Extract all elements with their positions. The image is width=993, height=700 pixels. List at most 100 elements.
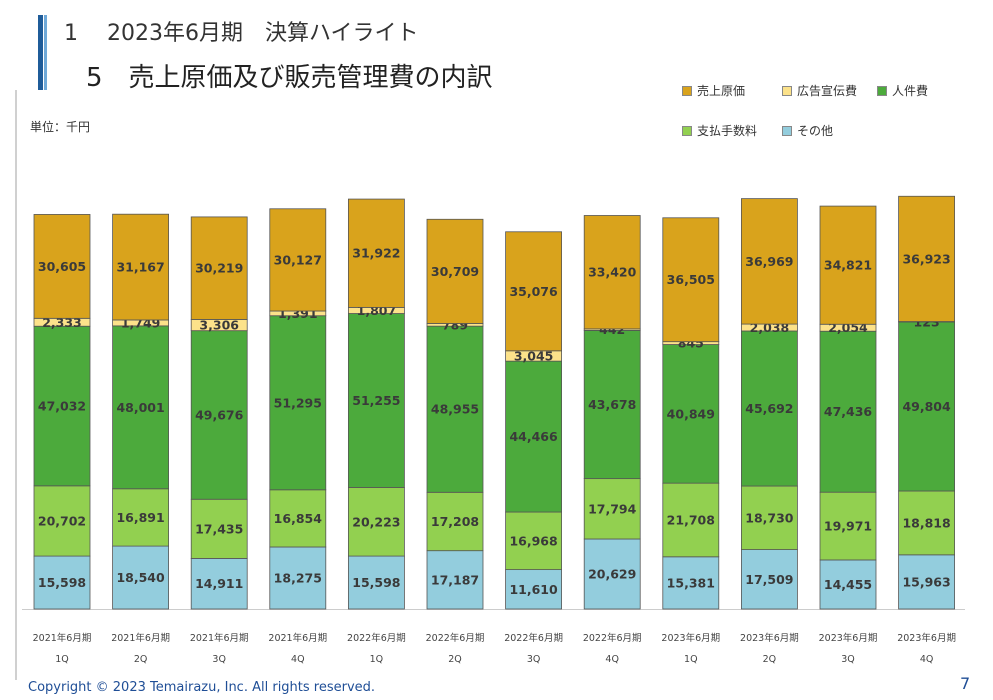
data-label-fees: 20,223: [352, 514, 400, 529]
left-rule: [15, 90, 17, 680]
bar-segment-cogs: [426, 218, 484, 324]
bar-segment-other: [662, 556, 720, 610]
x-tick-label-fiscal-year: 2021年6月期: [190, 632, 249, 644]
data-label-personnel: 45,692: [745, 401, 793, 416]
data-label-fees: 18,818: [902, 515, 950, 530]
x-tick-label-fiscal-year: 2023年6月期: [740, 632, 799, 644]
data-label-fees: 16,968: [509, 533, 557, 548]
data-label-cogs: 36,969: [745, 254, 793, 269]
data-label-other: 17,509: [745, 572, 793, 587]
bar-segment-other: [898, 554, 955, 610]
bar-segment-cogs: [741, 198, 798, 325]
data-label-cogs: 36,505: [667, 272, 715, 287]
data-label-personnel: 51,295: [274, 395, 322, 410]
data-label-other: 15,381: [667, 575, 715, 590]
data-label-fees: 20,702: [38, 513, 86, 528]
data-label-fees: 18,730: [745, 510, 794, 525]
legend-item-ads: 広告宣伝費: [782, 82, 857, 99]
bar-segment-personnel: [190, 330, 248, 500]
data-label-other: 15,598: [38, 575, 86, 590]
legend-swatch-fees: [682, 125, 692, 136]
data-label-personnel: 48,001: [116, 400, 164, 415]
bar-segment-personnel: [583, 330, 641, 480]
data-label-other: 11,610: [509, 582, 558, 597]
x-tick-label-quarter: 1Q: [684, 654, 698, 665]
bar-segment-personnel: [662, 344, 720, 484]
x-tick-label-quarter: 3Q: [841, 654, 855, 665]
bar-segment-fees: [662, 482, 720, 558]
legend-swatch-personnel: [877, 85, 887, 96]
bar-segment-personnel: [898, 321, 955, 492]
page-number: 7: [960, 674, 971, 693]
bar-segment-cogs: [33, 214, 91, 319]
section-heading: 1 2023年6月期 決算ハイライト: [64, 21, 419, 46]
bar-segment-personnel: [112, 325, 169, 490]
data-label-cogs: 30,709: [431, 264, 479, 279]
x-tick-label-fiscal-year: 2023年6月期: [897, 632, 956, 644]
x-tick-label-quarter: 4Q: [920, 654, 934, 665]
data-label-fees: 16,854: [274, 511, 323, 526]
data-label-fees: 17,435: [195, 521, 243, 536]
data-label-personnel: 49,676: [195, 407, 244, 422]
data-label-fees: 19,971: [824, 519, 872, 534]
legend-label-personnel: 人件費: [892, 84, 929, 98]
bar-segment-other: [33, 555, 91, 610]
x-tick-label-quarter: 2Q: [763, 654, 777, 665]
data-label-cogs: 35,076: [509, 284, 558, 299]
bar-segment-fees: [112, 488, 169, 547]
data-label-other: 17,187: [431, 572, 479, 587]
x-tick-label-fiscal-year: 2021年6月期: [33, 632, 92, 644]
legend-swatch-cogs: [682, 85, 692, 96]
bar-segment-fees: [819, 491, 877, 561]
x-tick-label-fiscal-year: 2022年6月期: [504, 632, 563, 644]
x-tick-label-quarter: 2Q: [448, 654, 462, 665]
data-label-personnel: 43,678: [588, 397, 636, 412]
bar-segment-cogs: [662, 217, 720, 343]
data-label-cogs: 34,821: [824, 258, 872, 273]
data-label-personnel: 51,255: [352, 393, 400, 408]
x-tick-label-fiscal-year: 2023年6月期: [819, 632, 878, 644]
legend-label-other: その他: [797, 124, 834, 138]
data-label-cogs: 33,420: [588, 265, 637, 280]
x-tick-label-fiscal-year: 2022年6月期: [426, 632, 485, 644]
chart-legend: 売上原価 広告宣伝費 人件費 支払手数料 その他: [682, 82, 982, 142]
data-label-cogs: 36,923: [902, 251, 950, 266]
data-label-cogs: 30,127: [274, 252, 322, 267]
bar-segment-other: [819, 559, 877, 610]
data-label-cogs: 30,219: [195, 261, 243, 276]
bar-segment-other: [741, 549, 798, 610]
bar-segment-other: [426, 550, 484, 610]
bar-segment-other: [190, 558, 248, 610]
data-label-other: 15,598: [352, 575, 400, 590]
bar-segment-cogs: [583, 215, 641, 330]
data-label-personnel: 49,804: [902, 399, 951, 414]
copyright-text: Copyright © 2023 Temairazu, Inc. All rig…: [28, 680, 376, 695]
data-label-ads: 3,306: [199, 318, 239, 333]
x-tick-label-quarter: 2Q: [134, 654, 148, 665]
title-accent-bar: [38, 15, 43, 90]
bar-segment-fees: [33, 485, 91, 557]
bar-segment-cogs: [190, 216, 248, 320]
data-label-fees: 16,891: [116, 510, 164, 525]
x-tick-label-fiscal-year: 2022年6月期: [583, 632, 642, 644]
x-tick-label-fiscal-year: 2021年6月期: [268, 632, 327, 644]
data-label-cogs: 31,922: [352, 246, 400, 261]
data-label-other: 20,629: [588, 566, 636, 581]
data-label-other: 14,911: [195, 576, 243, 591]
bar-segment-other: [269, 546, 327, 610]
legend-item-personnel: 人件費: [877, 82, 928, 99]
data-label-fees: 17,208: [431, 514, 479, 529]
data-label-personnel: 47,436: [824, 404, 873, 419]
bar-segment-other: [505, 569, 563, 610]
data-label-other: 18,540: [116, 570, 165, 585]
bar-segment-other: [347, 555, 405, 610]
bar-segment-personnel: [269, 315, 327, 491]
legend-swatch-ads: [782, 85, 792, 96]
bar-segment-personnel: [819, 330, 877, 493]
data-label-ads: 3,045: [514, 348, 554, 363]
legend-label-ads: 広告宣伝費: [797, 84, 858, 98]
bar-segment-cogs: [505, 231, 563, 352]
data-label-fees: 21,708: [667, 512, 715, 527]
x-tick-label-quarter: 1Q: [55, 654, 69, 665]
